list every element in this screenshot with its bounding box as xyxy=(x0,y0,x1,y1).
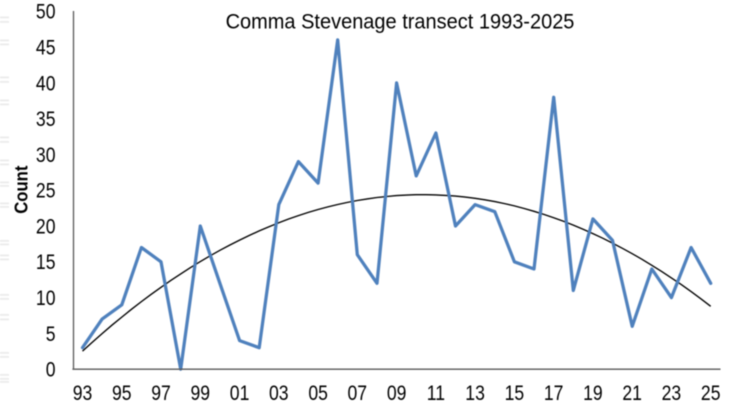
svg-text:Count: Count xyxy=(10,166,31,214)
svg-text:15: 15 xyxy=(36,251,56,275)
svg-text:30: 30 xyxy=(36,143,56,167)
svg-text:45: 45 xyxy=(36,36,56,60)
svg-text:95: 95 xyxy=(112,382,132,406)
svg-text:40: 40 xyxy=(36,72,56,96)
svg-text:21: 21 xyxy=(622,382,642,406)
svg-text:23: 23 xyxy=(662,382,682,406)
svg-text:15: 15 xyxy=(505,382,525,406)
svg-text:13: 13 xyxy=(465,382,485,406)
svg-text:50: 50 xyxy=(36,0,56,24)
svg-text:25: 25 xyxy=(36,179,56,203)
svg-text:35: 35 xyxy=(36,108,56,132)
svg-text:20: 20 xyxy=(36,215,56,239)
svg-text:05: 05 xyxy=(308,382,328,406)
svg-text:0: 0 xyxy=(46,358,56,382)
svg-text:93: 93 xyxy=(73,382,93,406)
svg-text:99: 99 xyxy=(191,382,211,406)
svg-text:5: 5 xyxy=(46,322,56,346)
svg-text:19: 19 xyxy=(583,382,603,406)
svg-text:07: 07 xyxy=(348,382,368,406)
svg-text:09: 09 xyxy=(387,382,407,406)
svg-text:Comma Stevenage transect 1993-: Comma Stevenage transect 1993-2025 xyxy=(226,10,575,34)
svg-text:03: 03 xyxy=(269,382,289,406)
svg-text:25: 25 xyxy=(701,382,721,406)
svg-text:10: 10 xyxy=(36,287,56,311)
svg-text:11: 11 xyxy=(427,382,445,406)
svg-text:17: 17 xyxy=(544,382,564,406)
svg-text:01: 01 xyxy=(230,382,250,406)
svg-text:97: 97 xyxy=(151,382,171,406)
